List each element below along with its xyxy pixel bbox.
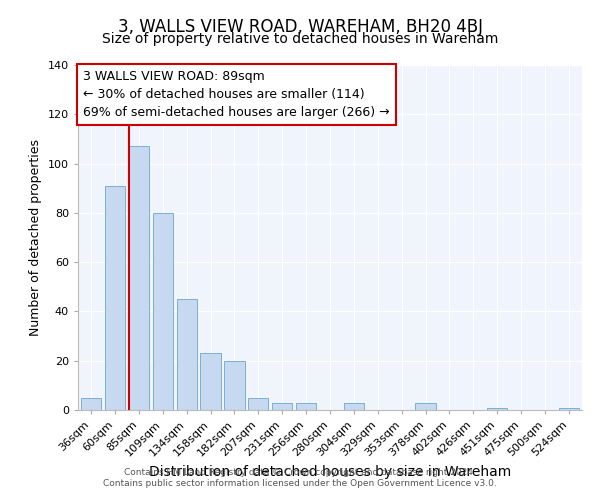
Bar (248, 398, 268, 410)
Bar (415, 402, 436, 410)
Bar (105, 186, 125, 410)
Bar (152, 213, 173, 410)
Bar (81, 398, 101, 410)
Text: Size of property relative to detached houses in Wareham: Size of property relative to detached ho… (102, 32, 498, 46)
Bar (272, 402, 292, 410)
Bar (559, 408, 579, 410)
Text: Contains HM Land Registry data © Crown copyright and database right 2024.
Contai: Contains HM Land Registry data © Crown c… (103, 468, 497, 487)
Bar (296, 402, 316, 410)
Bar (344, 402, 364, 410)
Bar (224, 360, 245, 410)
Text: 3, WALLS VIEW ROAD, WAREHAM, BH20 4BJ: 3, WALLS VIEW ROAD, WAREHAM, BH20 4BJ (118, 18, 482, 36)
Text: 3 WALLS VIEW ROAD: 89sqm
← 30% of detached houses are smaller (114)
69% of semi-: 3 WALLS VIEW ROAD: 89sqm ← 30% of detach… (83, 70, 389, 119)
Bar (176, 299, 197, 410)
X-axis label: Distribution of detached houses by size in Wareham: Distribution of detached houses by size … (149, 465, 511, 479)
Bar (200, 354, 221, 410)
Y-axis label: Number of detached properties: Number of detached properties (29, 139, 42, 336)
Bar (129, 146, 149, 410)
Bar (487, 408, 508, 410)
